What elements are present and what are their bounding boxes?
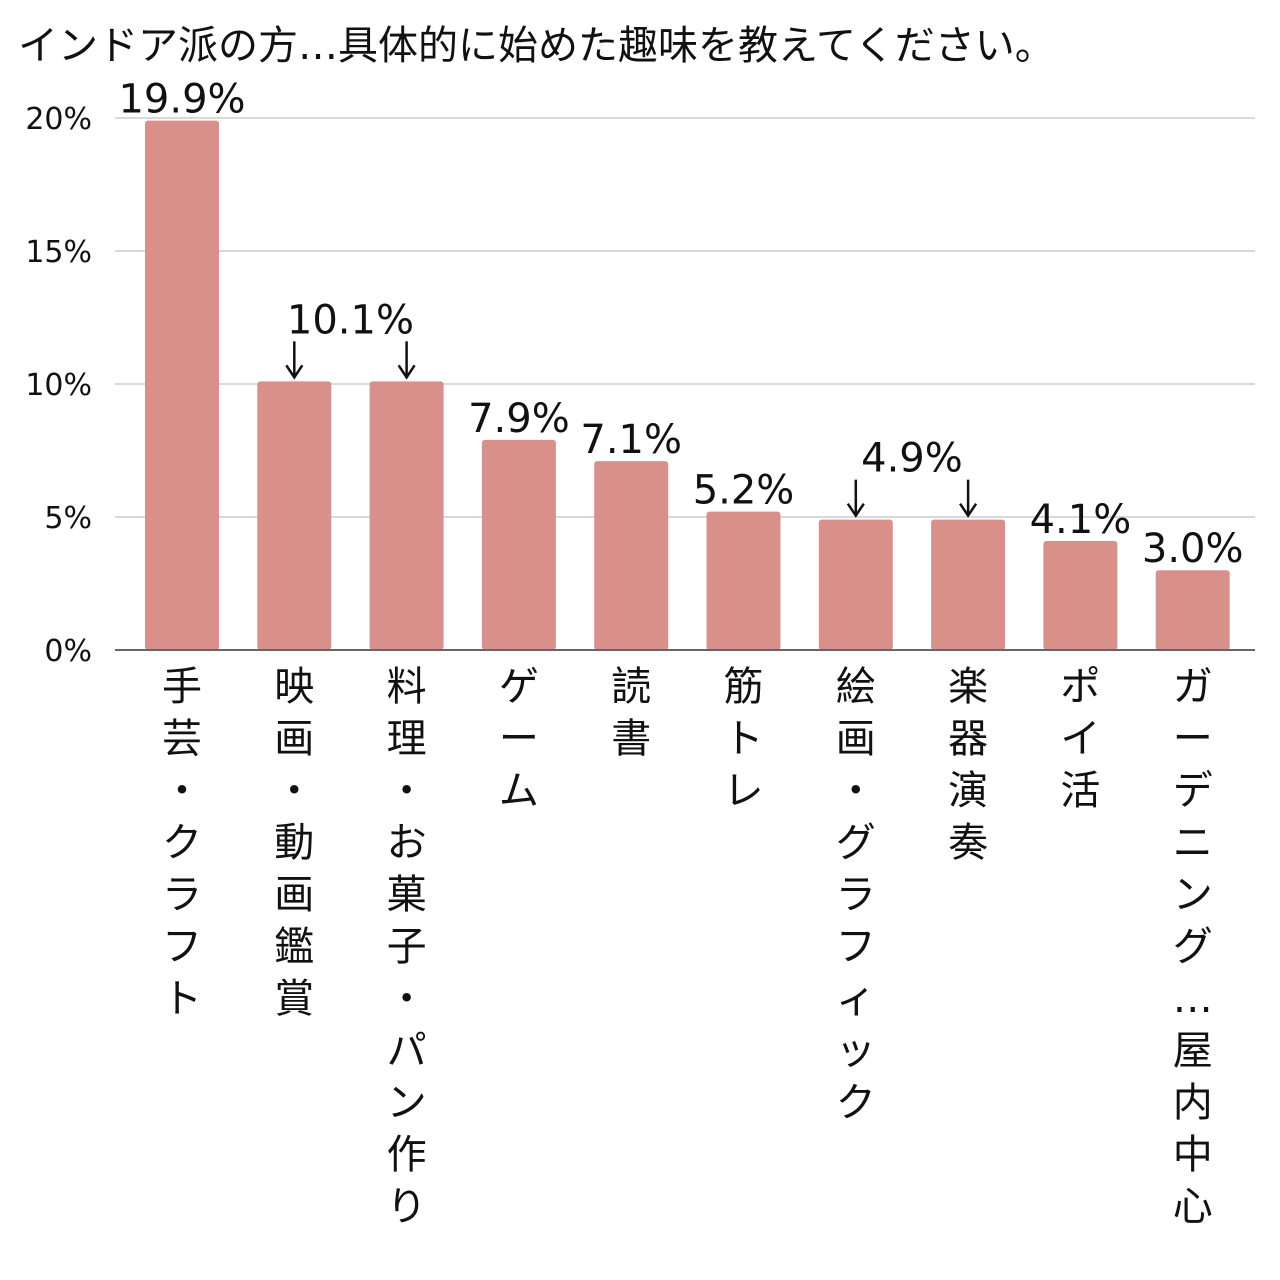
label-arrow-head <box>285 364 304 380</box>
category-label: 絵画・グラフィック <box>836 664 876 1126</box>
bar <box>481 439 556 650</box>
category-label: 楽器演奏 <box>948 664 988 866</box>
data-label: 5.2% <box>693 468 795 514</box>
data-label: 3.0% <box>1142 526 1244 572</box>
bar <box>1043 540 1118 650</box>
bar <box>706 511 781 650</box>
y-tick-label: 5% <box>44 501 92 536</box>
category-label-text: 読書 <box>611 664 651 762</box>
y-axis-ticks: 0% 5% 10% 15% 20% <box>25 102 92 669</box>
category-label: 映画・動画鑑賞 <box>274 664 314 1022</box>
category-label: 筋トレ <box>724 664 764 814</box>
bar <box>145 120 219 650</box>
bar <box>369 381 444 650</box>
bar <box>257 381 332 650</box>
bar <box>931 519 1006 650</box>
y-tick-label: 10% <box>25 368 92 403</box>
category-label-text: ガーデニング…屋内中心 <box>1173 664 1213 1230</box>
category-label: 読書 <box>611 664 651 762</box>
bar <box>1155 570 1230 650</box>
category-label-text: 筋トレ <box>724 664 764 814</box>
category-label-text: 料理・お菓子・パン作り <box>387 664 427 1230</box>
chart-title: インドア派の方…具体的に始めた趣味を教えてください。 <box>18 23 1055 69</box>
category-label-text: 手芸・クラフト <box>162 664 202 1022</box>
bar <box>594 461 669 650</box>
category-label: 料理・お菓子・パン作り <box>387 664 427 1230</box>
category-label-text: 絵画・グラフィック <box>836 664 876 1126</box>
y-tick-label: 0% <box>44 634 92 669</box>
data-label: 19.9% <box>118 77 245 123</box>
category-label-text: ポイ活 <box>1060 664 1100 814</box>
category-label: 手芸・クラフト <box>162 664 202 1022</box>
data-label: 7.1% <box>580 417 682 463</box>
bars <box>145 120 1230 650</box>
category-label: ゲーム <box>499 664 539 814</box>
label-arrow-head <box>959 502 978 518</box>
category-labels: 手芸・クラフト 映画・動画鑑賞 料理・お菓子・パン作り ゲーム 読書 筋トレ 絵画・グラフィ… <box>162 664 1213 1230</box>
y-tick-label: 20% <box>25 102 92 137</box>
category-label: ポイ活 <box>1060 664 1100 814</box>
data-label: 4.9% <box>861 436 963 482</box>
category-label-text: 映画・動画鑑賞 <box>274 664 314 1022</box>
y-tick-label: 15% <box>25 235 92 270</box>
label-arrow-head <box>846 502 865 518</box>
category-label-text: ゲーム <box>499 664 539 814</box>
data-label: 10.1% <box>287 297 414 343</box>
category-label-text: 楽器演奏 <box>948 664 988 866</box>
bar <box>818 519 893 650</box>
data-label: 4.1% <box>1030 497 1132 543</box>
label-arrow-head <box>397 364 416 380</box>
data-label: 7.9% <box>468 396 570 442</box>
category-label: ガーデニング…屋内中心 <box>1173 664 1213 1230</box>
data-labels: 19.9% 10.1% 7.9% 7.1%5.2% 4.9% 4.1%3.0% <box>118 77 1243 573</box>
